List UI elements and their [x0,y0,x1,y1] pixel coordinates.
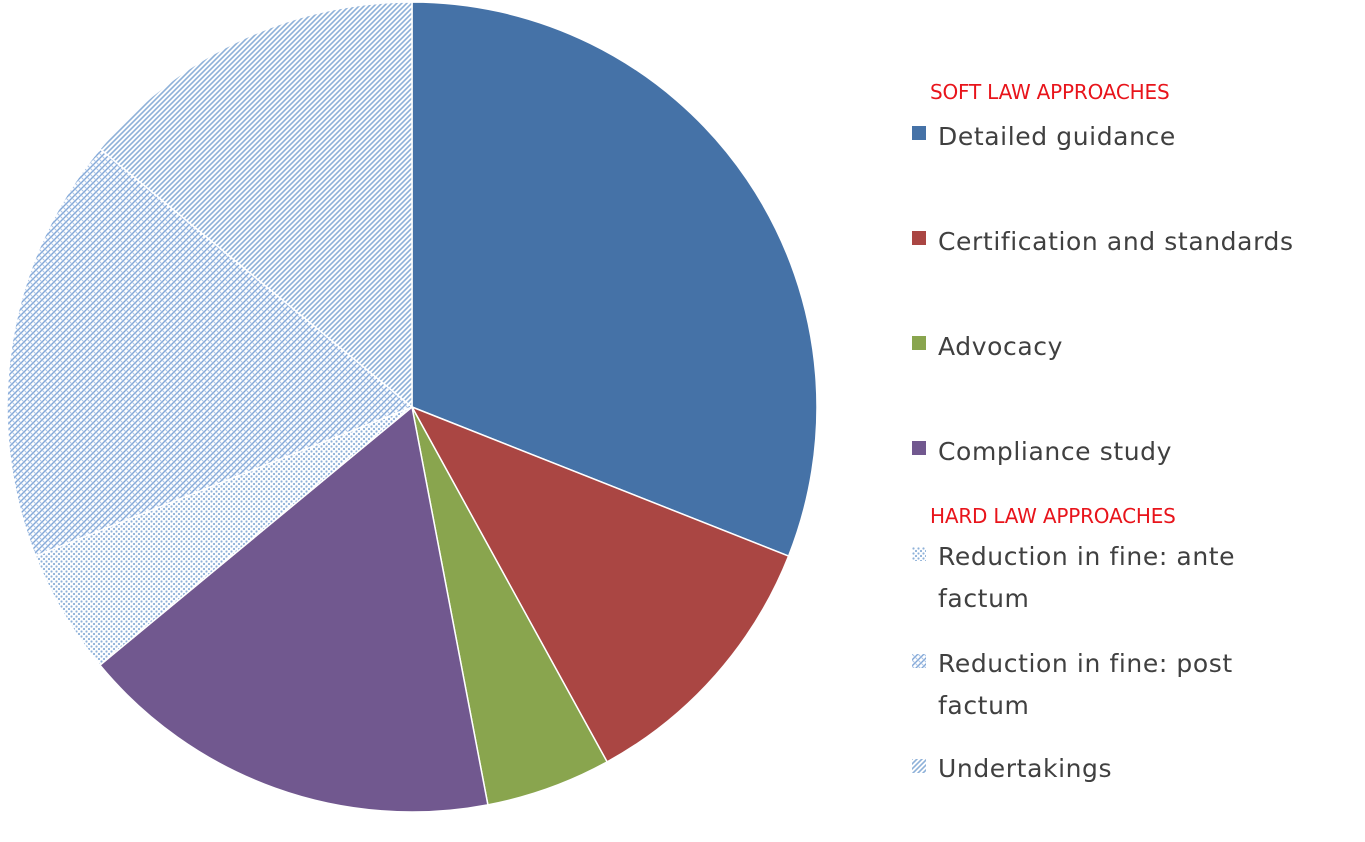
legend-label-advocacy: Advocacy [938,332,1064,361]
legend: SOFT LAW APPROACHES Detailed guidance Ce… [912,80,1352,800]
pie-slice-undertakings [98,1,413,409]
legend-swatch-reduction-ante-factum [912,546,926,561]
legend-swatch-undertakings [912,758,926,773]
legend-item-detailed-guidance: Detailed guidance [912,116,1352,158]
legend-label-reduction-ante-factum: Reduction in fine: ante factum [938,542,1236,613]
legend-swatch-reduction-post-factum [912,653,926,668]
legend-item-reduction-post-factum: Reduction in fine: post factum [912,643,1352,727]
legend-label-certification-and-standards: Certification and standards [938,227,1294,256]
pie-slice-reduction-in-fine-post-factum [6,147,414,558]
legend-item-certification-and-standards: Certification and standards [912,221,1352,263]
legend-swatch-advocacy [912,336,926,350]
pie-slice-detailed-guidance [411,1,818,558]
pie-slice-certification-and-standards [410,405,790,763]
legend-swatch-detailed-guidance [912,126,926,140]
legend-swatch-pattern [912,654,926,668]
legend-item-compliance-study: Compliance study [912,431,1352,473]
legend-swatch-pattern [912,547,926,561]
pie-slice-compliance-study [98,405,489,813]
legend-swatch-compliance-study [912,441,926,455]
pie-chart-svg [6,1,818,813]
legend-label-reduction-post-factum: Reduction in fine: post factum [938,649,1233,720]
legend-heading-hard-law: HARD LAW APPROACHES [930,504,1176,528]
legend-item-reduction-ante-factum: Reduction in fine: ante factum [912,536,1352,620]
legend-item-advocacy: Advocacy [912,326,1352,368]
legend-label-compliance-study: Compliance study [938,437,1173,466]
pie-chart [6,1,818,813]
legend-swatch-pattern [912,759,926,773]
legend-label-detailed-guidance: Detailed guidance [938,122,1176,151]
legend-label-undertakings: Undertakings [938,754,1113,783]
legend-heading-soft-law: SOFT LAW APPROACHES [930,80,1170,104]
pie-slices [6,1,818,813]
legend-swatch-certification-and-standards [912,231,926,245]
legend-item-undertakings: Undertakings [912,748,1352,790]
